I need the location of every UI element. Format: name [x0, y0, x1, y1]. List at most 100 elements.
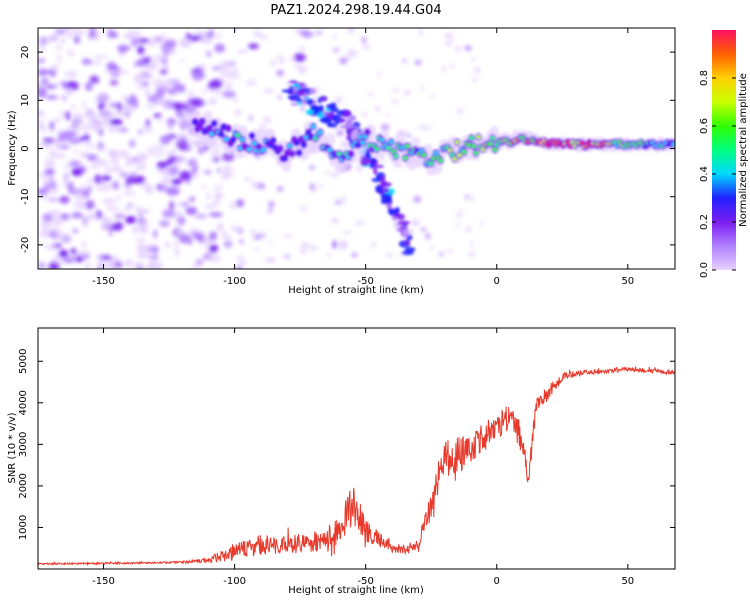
noise-speckle — [413, 196, 421, 203]
noise-speckle — [154, 35, 162, 43]
noise-speckle — [41, 77, 49, 85]
noise-speckle — [425, 233, 431, 240]
noise-speckle — [189, 89, 194, 97]
ridge-core — [438, 158, 444, 163]
noise-speckle — [109, 79, 119, 86]
noise-speckle — [195, 259, 204, 264]
noise-speckle — [459, 209, 463, 216]
x-tick-label: 0 — [494, 576, 500, 587]
noise-speckle — [38, 45, 46, 53]
noise-speckle — [391, 88, 400, 93]
noise-speckle — [187, 158, 198, 168]
noise-speckle — [277, 95, 282, 99]
noise-speckle — [69, 104, 77, 109]
noise-speckle — [209, 212, 223, 218]
branch-blob — [371, 157, 377, 164]
noise-speckle — [103, 184, 111, 192]
noise-speckle — [217, 184, 223, 190]
noise-speckle — [153, 245, 159, 255]
noise-speckle — [371, 242, 377, 248]
noise-speckle — [84, 199, 95, 210]
noise-speckle — [165, 178, 172, 185]
branch-blob — [369, 162, 375, 169]
branch-blob — [371, 177, 382, 183]
noise-speckle — [141, 181, 147, 188]
noise-speckle — [465, 194, 469, 199]
ridge-outer — [364, 128, 371, 136]
noise-speckle — [98, 109, 113, 118]
noise-speckle — [199, 64, 207, 70]
noise-speckle — [38, 87, 47, 96]
noise-speckle — [42, 179, 54, 188]
ridge-outer — [276, 144, 284, 153]
noise-speckle — [192, 263, 204, 269]
noise-speckle — [83, 221, 89, 228]
x-tick-label: -150 — [92, 276, 115, 287]
noise-speckle — [156, 161, 168, 169]
noise-speckle — [38, 36, 49, 46]
ridge-core — [357, 134, 363, 139]
ridge-outer — [224, 124, 232, 133]
ridge-core — [223, 137, 229, 142]
noise-speckle — [45, 83, 57, 90]
branch-blob — [339, 124, 352, 129]
noise-speckle — [189, 196, 195, 202]
noise-speckle — [167, 124, 174, 130]
noise-speckle — [141, 81, 150, 87]
noise-speckle — [116, 111, 128, 117]
noise-speckle — [99, 253, 104, 261]
noise-speckle — [107, 126, 121, 133]
noise-speckle — [236, 49, 249, 54]
ridge-core — [461, 149, 467, 154]
noise-speckle — [97, 141, 104, 150]
noise-speckle — [58, 145, 71, 149]
noise-speckle — [48, 262, 59, 269]
ridge-core — [473, 151, 479, 156]
snr-y-ticks: 1000 2000 3000 4000 5000 — [18, 349, 675, 540]
noise-speckle — [160, 135, 171, 145]
noise-speckle — [178, 119, 191, 129]
noise-speckle — [456, 222, 460, 228]
ridge-core — [336, 151, 342, 156]
noise-speckle — [118, 127, 129, 133]
ridge-core — [452, 157, 458, 161]
noise-speckle — [66, 49, 75, 57]
ridge-core — [492, 147, 498, 152]
ridge-core — [393, 154, 399, 159]
noise-speckle — [73, 200, 87, 209]
noise-speckle — [117, 69, 130, 75]
noise-speckle — [146, 101, 157, 110]
noise-speckle — [245, 79, 257, 87]
noise-speckle — [60, 234, 72, 244]
noise-speckle — [66, 124, 77, 131]
y-tick-label: 3000 — [18, 432, 29, 457]
branch-blob — [322, 111, 329, 115]
noise-speckle — [377, 71, 381, 77]
y-tick-label: 1000 — [18, 515, 29, 540]
noise-speckle — [105, 69, 119, 75]
noise-speckle — [51, 257, 64, 262]
noise-speckle — [55, 43, 63, 51]
noise-speckle — [277, 186, 284, 192]
noise-speckle — [44, 158, 56, 168]
noise-speckle — [212, 66, 220, 71]
noise-speckle — [73, 192, 85, 199]
noise-speckle — [58, 195, 70, 204]
noise-speckle — [60, 213, 70, 221]
noise-speckle — [178, 59, 186, 64]
x-tick-label: 50 — [621, 276, 634, 287]
spectrogram-x-ticks: -150 -100 -50 0 50 — [92, 28, 634, 287]
noise-speckle — [162, 64, 170, 71]
noise-speckle — [230, 225, 238, 232]
noise-speckle — [468, 251, 476, 257]
noise-speckle — [223, 173, 229, 181]
noise-speckle — [111, 112, 117, 118]
noise-speckle — [425, 127, 430, 131]
ridge-core — [249, 133, 255, 138]
noise-speckle — [83, 254, 91, 259]
noise-speckle — [333, 34, 337, 40]
ridge-core — [355, 143, 361, 147]
colorbar: 0.0 0.2 0.4 0.6 0.8 Normalized spectral ampl… — [699, 30, 749, 278]
noise-speckle — [132, 226, 138, 234]
noise-speckle — [268, 208, 273, 214]
